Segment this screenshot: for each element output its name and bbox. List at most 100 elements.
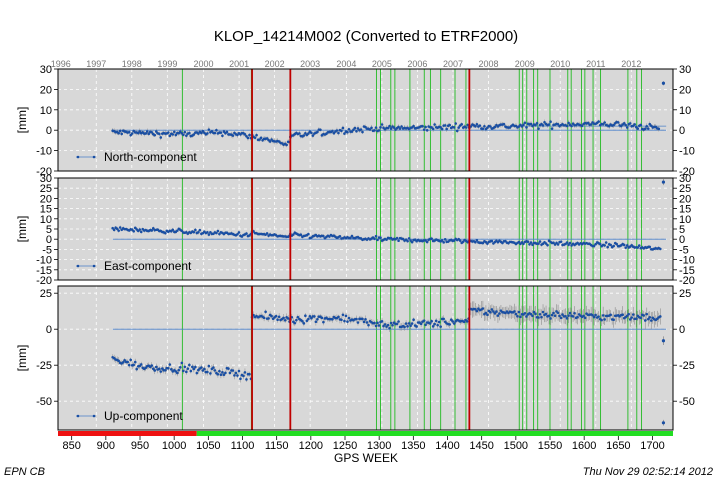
data-point: [246, 136, 250, 140]
data-point: [529, 312, 533, 316]
panel-up-component: -50 -50 -25 -25 0 0 25 25 [mm] Up-component: [15, 285, 695, 431]
data-point: [493, 312, 497, 315]
data-point: [311, 134, 315, 137]
data-point: [295, 318, 298, 322]
data-point: [422, 319, 426, 322]
y-tick-label-left: -50: [36, 396, 52, 408]
data-point: [442, 241, 445, 244]
data-point: [186, 367, 190, 370]
panel-frame: [57, 68, 674, 172]
data-point: [457, 126, 461, 129]
y-tick-label-right: 10: [679, 214, 691, 226]
data-point: [265, 137, 269, 140]
x-tick-label: 1650: [606, 440, 630, 452]
data-point: [130, 132, 134, 135]
outlier-point: [661, 339, 666, 343]
data-point: [234, 371, 238, 375]
data-point: [502, 122, 506, 126]
data-point: [355, 317, 358, 321]
data-point: [183, 130, 187, 134]
data-point: [547, 123, 551, 126]
year-label-1998: 1998: [122, 59, 142, 69]
data-point: [475, 239, 479, 242]
data-point: [374, 234, 378, 238]
data-point: [133, 360, 137, 364]
data-point: [464, 126, 468, 129]
data-point: [448, 323, 451, 326]
data-point: [628, 318, 632, 321]
data-point: [646, 127, 650, 130]
data-point: [606, 245, 609, 249]
data-point: [475, 122, 479, 126]
data-point: [157, 132, 161, 136]
data-point: [356, 321, 360, 324]
data-point: [546, 243, 549, 247]
data-point: [282, 316, 285, 320]
data-point: [658, 247, 662, 251]
data-point: [580, 124, 584, 128]
y-tick-label-right: -20: [679, 275, 695, 287]
year-label-2006: 2006: [407, 59, 427, 69]
data-point: [245, 134, 248, 138]
year-label-2002: 2002: [265, 59, 285, 69]
data-point: [398, 127, 402, 130]
data-point: [285, 143, 288, 147]
data-point: [525, 126, 528, 129]
data-point: [286, 317, 290, 320]
data-point: [139, 363, 143, 366]
data-point: [552, 311, 555, 315]
data-point: [576, 315, 579, 319]
legend-label: Up-component: [104, 409, 183, 423]
y-tick-label-left: 30: [40, 173, 52, 185]
data-point: [439, 325, 442, 328]
data-point: [537, 127, 540, 130]
data-point: [531, 314, 534, 318]
data-point: [340, 129, 343, 133]
data-point: [136, 131, 140, 135]
data-point: [268, 140, 272, 143]
data-point: [630, 316, 634, 319]
data-point: [259, 136, 263, 140]
outlier-point: [661, 81, 666, 85]
data-point: [180, 361, 184, 365]
data-point: [561, 313, 564, 316]
data-point: [319, 128, 322, 132]
data-point: [276, 318, 279, 322]
data-point: [567, 243, 570, 247]
data-point: [565, 317, 569, 320]
data-point: [424, 125, 427, 129]
data-point: [307, 317, 310, 321]
data-point: [347, 316, 351, 320]
legend-marker: [76, 414, 80, 418]
data-point: [448, 123, 451, 127]
data-point: [425, 240, 429, 244]
data-point: [592, 244, 596, 248]
data-point: [361, 130, 364, 134]
data-point: [243, 371, 247, 374]
data-point: [377, 324, 381, 327]
data-point: [637, 244, 641, 247]
data-point: [195, 371, 199, 375]
y-tick-label-left: -5: [42, 244, 52, 256]
data-point: [305, 319, 309, 323]
data-point: [222, 373, 226, 377]
data-point: [338, 234, 342, 238]
data-point: [115, 227, 119, 231]
data-point: [451, 320, 454, 323]
data-point: [604, 241, 608, 244]
data-point: [117, 229, 120, 232]
legend-marker: [92, 155, 96, 159]
data-point: [421, 124, 424, 128]
data-point: [292, 233, 295, 236]
year-label-2010: 2010: [550, 59, 570, 69]
data-point: [362, 320, 366, 324]
data-point: [541, 310, 545, 314]
data-point: [474, 240, 477, 244]
data-point: [403, 325, 406, 329]
data-point: [478, 124, 482, 127]
data-point: [397, 320, 400, 323]
x-tick-label: 850: [62, 440, 80, 452]
data-point: [392, 126, 396, 129]
x-tick-label: 1500: [504, 440, 528, 452]
data-point: [198, 228, 202, 232]
